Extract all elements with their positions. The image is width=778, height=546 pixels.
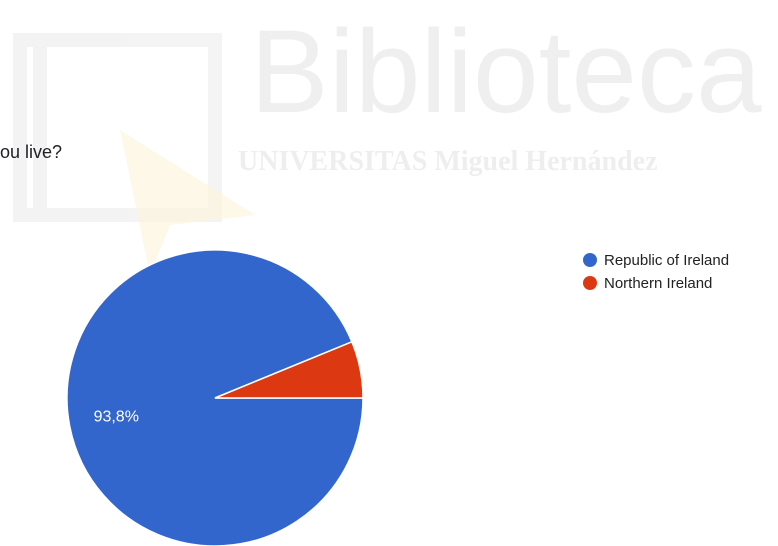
legend-swatch-icon bbox=[583, 276, 597, 290]
chart-legend: Republic of Ireland Northern Ireland bbox=[583, 250, 729, 296]
legend-item-northern-ireland[interactable]: Northern Ireland bbox=[583, 273, 729, 293]
question-text: ou live? bbox=[0, 142, 63, 162]
legend-label: Northern Ireland bbox=[604, 274, 713, 292]
pie-data-label: 93,8% bbox=[94, 409, 139, 426]
legend-item-republic-of-ireland[interactable]: Republic of Ireland bbox=[583, 250, 729, 270]
pie-slice-northern-ireland[interactable] bbox=[214, 340, 364, 399]
legend-swatch-icon bbox=[583, 253, 597, 267]
legend-label: Republic of Ireland bbox=[604, 251, 730, 269]
